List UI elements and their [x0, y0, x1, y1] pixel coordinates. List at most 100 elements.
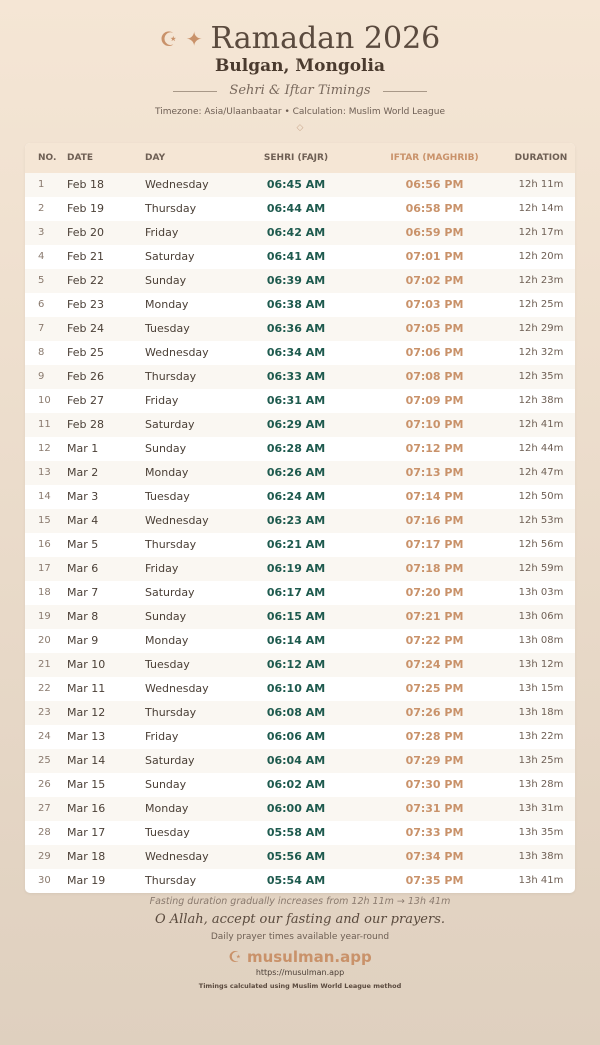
col-day: DAY	[145, 153, 166, 163]
sehri-time: 06:39 AM	[266, 274, 326, 287]
col-sehri: SEHRI (FAJR)	[263, 153, 329, 163]
sehri-time: 06:44 AM	[266, 202, 326, 215]
row-date: Feb 20	[67, 226, 104, 239]
fasting-duration: 12h 44m	[518, 443, 564, 454]
sehri-time: 06:28 AM	[266, 442, 326, 455]
table-row: 19 Mar 8 Sunday 06:15 AM 07:21 PM 13h 06m	[25, 605, 575, 629]
brand[interactable]: ☪ musulman.app	[0, 948, 600, 967]
row-date: Mar 1	[67, 442, 99, 455]
brand-name: musulman.app	[246, 948, 372, 966]
iftar-time: 07:08 PM	[405, 370, 464, 383]
row-date: Feb 21	[67, 250, 104, 263]
header: ☪ ✦ Ramadan 2026 Bulgan, Mongolia Sehri …	[0, 22, 600, 134]
row-no: 5	[38, 275, 45, 286]
table-row: 10 Feb 27 Friday 06:31 AM 07:09 PM 12h 38m	[25, 389, 575, 413]
location: Bulgan, Mongolia	[215, 56, 385, 76]
iftar-time: 07:31 PM	[405, 802, 464, 815]
row-day: Wednesday	[145, 178, 209, 191]
row-no: 26	[38, 779, 51, 790]
sehri-time: 06:41 AM	[266, 250, 326, 263]
prayer-text: O Allah, accept our fasting and our pray…	[154, 912, 446, 927]
row-day: Tuesday	[145, 826, 190, 839]
table-row: 8 Feb 25 Wednesday 06:34 AM 07:06 PM 12h 32m	[25, 341, 575, 365]
row-no: 18	[38, 587, 51, 598]
iftar-time: 07:35 PM	[405, 874, 464, 887]
fasting-duration: 13h 03m	[518, 587, 564, 598]
row-date: Feb 22	[67, 274, 104, 287]
row-date: Mar 16	[67, 802, 106, 815]
iftar-time: 07:13 PM	[405, 466, 464, 479]
fasting-duration: 13h 31m	[518, 803, 564, 814]
fasting-duration: 13h 15m	[518, 683, 564, 694]
iftar-time: 07:34 PM	[405, 850, 464, 863]
sehri-time: 05:54 AM	[266, 874, 326, 887]
iftar-time: 07:14 PM	[405, 490, 464, 503]
table-row: 9 Feb 26 Thursday 06:33 AM 07:08 PM 12h 35m	[25, 365, 575, 389]
sehri-time: 06:19 AM	[266, 562, 326, 575]
row-day: Wednesday	[145, 850, 209, 863]
table-row: 7 Feb 24 Tuesday 06:36 AM 07:05 PM 12h 29m	[25, 317, 575, 341]
row-day: Saturday	[145, 250, 195, 263]
fasting-duration: 12h 11m	[518, 179, 564, 190]
fasting-duration: 12h 20m	[518, 251, 564, 262]
row-date: Feb 27	[67, 394, 104, 407]
fasting-duration: 13h 22m	[518, 731, 564, 742]
sehri-time: 06:10 AM	[266, 682, 326, 695]
iftar-time: 07:25 PM	[405, 682, 464, 695]
sehri-time: 06:38 AM	[266, 298, 326, 311]
row-no: 6	[38, 299, 45, 310]
iftar-time: 06:56 PM	[405, 178, 464, 191]
row-day: Friday	[145, 730, 179, 743]
iftar-time: 07:17 PM	[405, 538, 464, 551]
sehri-time: 06:15 AM	[266, 610, 326, 623]
timezone-info: Timezone: Asia/Ulaanbaatar • Calculation…	[154, 107, 446, 117]
fasting-duration: 13h 18m	[518, 707, 564, 718]
row-day: Friday	[145, 394, 179, 407]
subtitle: Sehri & Iftar Timings	[229, 83, 371, 98]
sehri-time: 06:34 AM	[266, 346, 326, 359]
row-date: Mar 14	[67, 754, 106, 767]
table-row: 14 Mar 3 Tuesday 06:24 AM 07:14 PM 12h 50m	[25, 485, 575, 509]
fasting-duration: 13h 12m	[518, 659, 564, 670]
tagline: Daily prayer times available year-round	[210, 932, 390, 942]
sehri-time: 05:56 AM	[266, 850, 326, 863]
fasting-duration: 12h 38m	[518, 395, 564, 406]
row-day: Sunday	[145, 610, 187, 623]
row-no: 23	[38, 707, 51, 718]
row-date: Mar 2	[67, 466, 99, 479]
row-day: Saturday	[145, 586, 195, 599]
iftar-time: 07:28 PM	[405, 730, 464, 743]
row-day: Sunday	[145, 274, 187, 287]
row-date: Mar 13	[67, 730, 106, 743]
iftar-time: 07:29 PM	[405, 754, 464, 767]
fasting-duration: 13h 35m	[518, 827, 564, 838]
row-date: Mar 11	[67, 682, 106, 695]
fasting-duration: 12h 23m	[518, 275, 564, 286]
table-row: 13 Mar 2 Monday 06:26 AM 07:13 PM 12h 47m	[25, 461, 575, 485]
sehri-time: 06:26 AM	[266, 466, 326, 479]
sehri-time: 05:58 AM	[266, 826, 326, 839]
iftar-time: 07:24 PM	[405, 658, 464, 671]
iftar-time: 07:16 PM	[405, 514, 464, 527]
iftar-time: 07:33 PM	[405, 826, 464, 839]
sehri-time: 06:24 AM	[266, 490, 326, 503]
sehri-time: 06:02 AM	[266, 778, 326, 791]
divider	[382, 90, 427, 92]
row-day: Wednesday	[145, 682, 209, 695]
row-date: Mar 7	[67, 586, 99, 599]
sehri-time: 06:31 AM	[266, 394, 326, 407]
row-date: Mar 6	[67, 562, 99, 575]
row-no: 4	[38, 251, 45, 262]
fasting-duration: 12h 56m	[518, 539, 564, 550]
brand-url[interactable]: https://musulman.app	[255, 968, 345, 977]
row-no: 29	[38, 851, 51, 862]
table-row: 28 Mar 17 Tuesday 05:58 AM 07:33 PM 13h 35m	[25, 821, 575, 845]
fasting-duration: 12h 35m	[518, 371, 564, 382]
table-row: 12 Mar 1 Sunday 06:28 AM 07:12 PM 12h 44m	[25, 437, 575, 461]
row-day: Thursday	[145, 202, 197, 215]
sehri-time: 06:42 AM	[266, 226, 326, 239]
table-row: 4 Feb 21 Saturday 06:41 AM 07:01 PM 12h 20m	[25, 245, 575, 269]
footer: Fasting duration gradually increases fro…	[0, 895, 600, 991]
table-row: 23 Mar 12 Thursday 06:08 AM 07:26 PM 13h 18m	[25, 701, 575, 725]
table-row: 1 Feb 18 Wednesday 06:45 AM 06:56 PM 12h 11m	[25, 173, 575, 197]
